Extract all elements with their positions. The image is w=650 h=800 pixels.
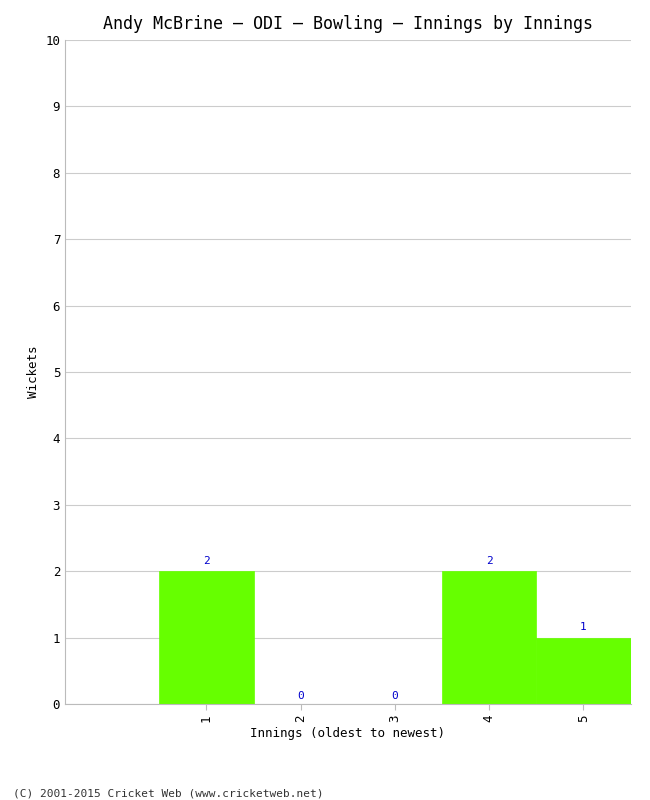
Bar — [536, 638, 630, 704]
X-axis label: Innings (oldest to newest): Innings (oldest to newest) — [250, 727, 445, 741]
Text: 2: 2 — [203, 556, 210, 566]
Text: 0: 0 — [391, 690, 398, 701]
Text: 1: 1 — [580, 622, 587, 632]
Text: (C) 2001-2015 Cricket Web (www.cricketweb.net): (C) 2001-2015 Cricket Web (www.cricketwe… — [13, 788, 324, 798]
Y-axis label: Wickets: Wickets — [27, 346, 40, 398]
Bar — [159, 571, 254, 704]
Bar — [442, 571, 536, 704]
Title: Andy McBrine – ODI – Bowling – Innings by Innings: Andy McBrine – ODI – Bowling – Innings b… — [103, 15, 593, 33]
Text: 2: 2 — [486, 556, 493, 566]
Text: 0: 0 — [297, 690, 304, 701]
